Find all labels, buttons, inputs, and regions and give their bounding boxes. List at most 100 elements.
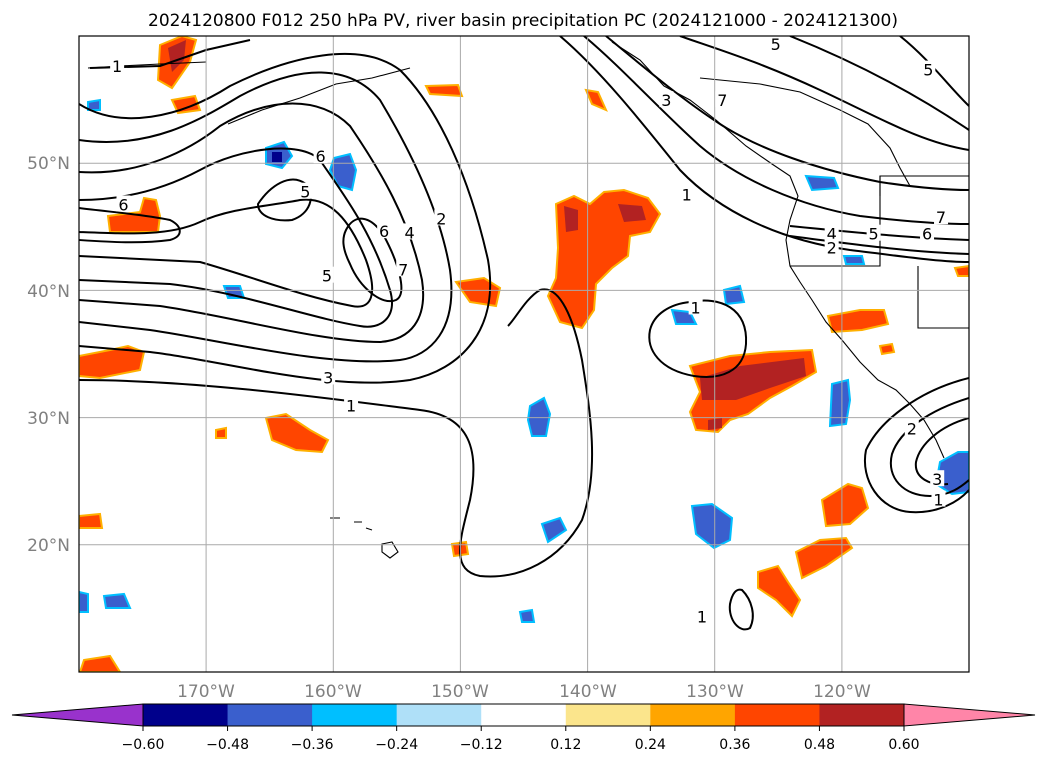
contour-label: 2: [907, 419, 917, 438]
pv-contour: [789, 36, 969, 131]
contour-label: 3: [661, 91, 671, 110]
precip-blob: [690, 502, 734, 550]
pv-contour: [89, 39, 251, 69]
contour-label: 4: [827, 225, 837, 244]
lon-tick-label: 120°W: [813, 682, 871, 702]
pv-contour: [256, 178, 312, 222]
lon-tick-label: 130°W: [686, 682, 744, 702]
contour-label-bg: [402, 223, 417, 240]
contour-label: 1: [112, 57, 122, 76]
precip-blob: [584, 88, 608, 112]
contour-label-bg: [116, 195, 131, 212]
contour-label: 1: [933, 491, 943, 510]
pv-contour: [863, 377, 969, 514]
pv-contour: [79, 198, 374, 308]
precip-blob: [618, 204, 646, 222]
lat-tick-label: 30°N: [27, 409, 70, 429]
contour-label-bg: [824, 224, 839, 241]
colorbar-segment: [312, 704, 398, 726]
contour-label-bg: [920, 224, 935, 241]
pv-contour: [899, 36, 969, 107]
contour-label-bg: [659, 91, 674, 108]
precip-blob: [842, 255, 866, 265]
precip-blob: [170, 94, 202, 115]
precip-blob: [540, 516, 568, 544]
colorbar-segment: [565, 704, 651, 726]
precip-blob: [794, 536, 854, 580]
colorbar-segment: [396, 704, 482, 726]
precip-blob: [79, 590, 89, 613]
lon-tick-label: 160°W: [304, 682, 362, 702]
contour-label-bg: [396, 260, 411, 277]
colorbar-segment: [650, 704, 736, 726]
pv-contour: [789, 235, 969, 255]
colorbar-tick-label: 0.12: [550, 737, 581, 753]
contour-label-bg: [695, 607, 709, 624]
contour-label: 6: [379, 222, 389, 241]
colorbar-tick-label: 0.48: [804, 737, 835, 753]
precip-blob: [804, 174, 840, 192]
lat-tick-label: 20°N: [27, 536, 70, 556]
pv-contour: [79, 288, 594, 578]
pv-contour: [559, 36, 969, 263]
colorbar-extend-max: [903, 703, 1036, 727]
contour-label: 1: [697, 608, 707, 627]
contour-label-bg: [679, 185, 694, 202]
precip-blob: [953, 264, 969, 277]
plot-frame: [78, 35, 970, 673]
pv-contour: [583, 36, 969, 225]
contour-label-bg: [298, 182, 313, 199]
contour-label: 5: [300, 183, 310, 202]
colorbar-tick-label: −0.48: [206, 737, 249, 753]
contour-label: 4: [404, 223, 414, 242]
precip-blob: [878, 342, 896, 356]
contour-label: 6: [315, 147, 325, 166]
colorbar-segment: [819, 704, 905, 726]
pv-contour: [79, 147, 393, 328]
contour-label-bg: [921, 60, 936, 77]
lat-tick-label: 50°N: [27, 154, 70, 174]
contour-label-bg: [824, 238, 839, 255]
colorbar-tick-label: −0.24: [375, 737, 418, 753]
contour-label: 2: [436, 209, 446, 228]
precip-blob: [828, 378, 852, 428]
gridlines: [79, 36, 969, 672]
colorbar-segment: [227, 704, 313, 726]
contour-label-bg: [931, 490, 946, 507]
colorbar-tick-label: 0.24: [635, 737, 666, 753]
colorbar: −0.60 −0.48 −0.36 −0.24 −0.12 0.12 0.24 0.36 0.4…: [11, 703, 1036, 753]
pv-contour: [605, 36, 969, 191]
precip-blob: [564, 206, 578, 232]
contour-label-bg: [715, 91, 730, 108]
colorbar-segment: [481, 704, 567, 726]
pv-contour: [79, 53, 492, 384]
lon-tick-label: 150°W: [431, 682, 489, 702]
precip-blob: [518, 608, 536, 623]
colorbar-tick-label: −0.36: [291, 737, 334, 753]
pv-contour: [648, 299, 748, 378]
pv-contour: [679, 36, 969, 151]
chart-title: 2024120800 F012 250 hPa PV, river basin …: [148, 11, 898, 31]
lon-tick-label: 140°W: [559, 682, 617, 702]
colorbar-outline: [142, 703, 905, 727]
pv-contour: [728, 588, 754, 631]
contour-label-bg: [110, 56, 125, 73]
contour-label: 5: [771, 35, 781, 54]
colorbar-tick-label: −0.60: [122, 737, 165, 753]
contour-label: 1: [691, 298, 701, 317]
pv-contour: [79, 207, 181, 244]
contour-label-bg: [321, 368, 336, 385]
precip-blob: [424, 83, 464, 98]
precip-blob: [79, 512, 104, 529]
precip-blob: [102, 592, 132, 609]
precip-blob: [826, 309, 890, 334]
colorbar-tick-label: 0.36: [719, 737, 750, 753]
colorbar-segment: [734, 704, 820, 726]
lat-tick-label: 40°N: [27, 282, 70, 302]
contour-label: 7: [398, 260, 408, 279]
contour-label: 5: [869, 225, 879, 244]
lon-tick-label: 170°W: [177, 682, 235, 702]
colorbar-tick-label: 0.60: [888, 737, 919, 753]
